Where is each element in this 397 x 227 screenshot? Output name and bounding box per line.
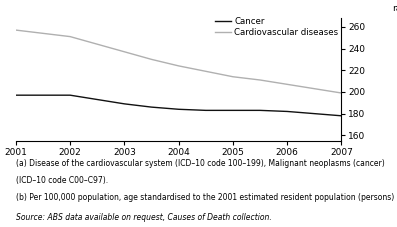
Text: (ICD–10 code C00–C97).: (ICD–10 code C00–C97). [16,176,108,185]
Text: Source: ABS data available on request, Causes of Death collection.: Source: ABS data available on request, C… [16,213,272,222]
Text: (b) Per 100,000 population, age standardised to the 2001 estimated resident popu: (b) Per 100,000 population, age standard… [16,193,394,202]
Legend: Cancer, Cardiovascular diseases: Cancer, Cardiovascular diseases [215,17,338,37]
Text: rate(b): rate(b) [392,4,397,13]
Text: (a) Disease of the cardiovascular system (ICD–10 code 100–199), Malignant neopla: (a) Disease of the cardiovascular system… [16,159,385,168]
